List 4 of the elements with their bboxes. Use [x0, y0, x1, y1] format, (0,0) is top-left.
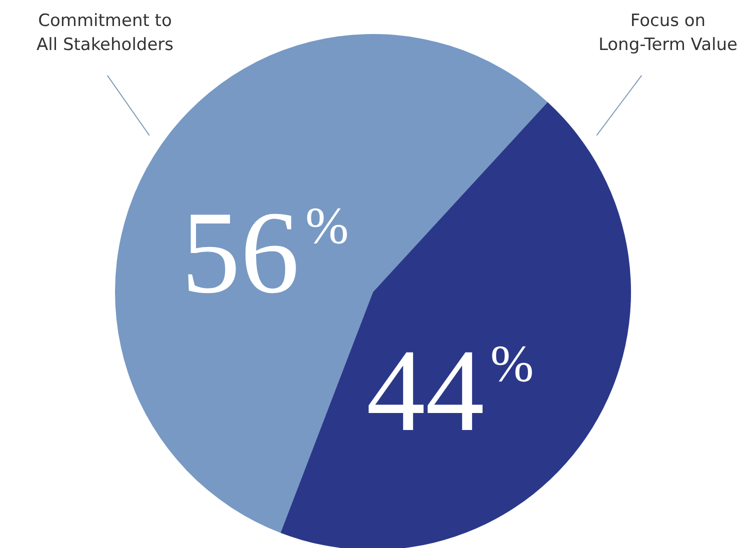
data-label: 44$^{%}$ — [366, 325, 534, 456]
slice-label: Focus on Long-Term Value — [598, 11, 738, 55]
data-label: 56$^{%}$ — [181, 187, 349, 318]
slice-label: Commitment to All Stakeholders — [36, 11, 174, 55]
